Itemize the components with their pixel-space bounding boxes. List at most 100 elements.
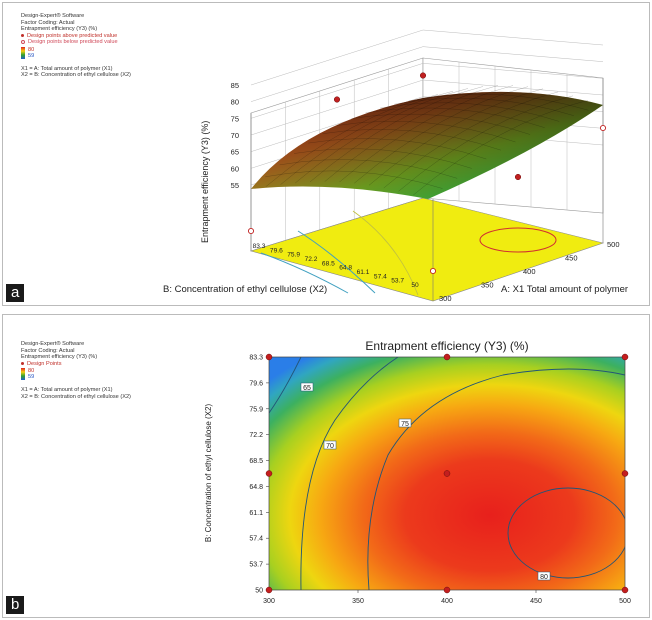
- color-scale-bar: [21, 368, 25, 381]
- y-tick-label: 72.2: [305, 256, 318, 263]
- y-tick-label: 75.9: [249, 406, 263, 413]
- contour-labels: 65 70 75 80: [300, 382, 551, 581]
- y-tick-label: 83.3: [253, 243, 266, 250]
- contour-label-75: 75: [401, 421, 409, 428]
- y-tick-label: 72.2: [249, 432, 263, 439]
- z-tick-label: 75: [231, 114, 239, 123]
- dot-icon: [21, 33, 24, 37]
- grid-line: [422, 29, 604, 46]
- mesh-line: [351, 113, 531, 135]
- floor-contour-75: [352, 210, 419, 296]
- mesh-line: [336, 121, 516, 143]
- y-tick-label: 61.1: [249, 510, 263, 517]
- y-axis-label: B: Concentration of ethyl cellulose (X2): [163, 284, 327, 295]
- chart-title: Entrapment efficiency (Y3) (%): [365, 339, 528, 353]
- z-tick-label: 70: [231, 131, 239, 140]
- legend-below: Design points below predicted value: [21, 39, 131, 46]
- grid-line: [250, 46, 424, 102]
- y-tick-label: 50: [411, 282, 419, 289]
- y-tick-label: 68.5: [249, 458, 263, 465]
- panel-b-info: Design-Expert® Software Factor Coding: A…: [21, 341, 131, 400]
- panel-b: Design-Expert® Software Factor Coding: A…: [2, 314, 650, 618]
- contour-lines: [269, 357, 625, 590]
- contour-65: [269, 357, 302, 414]
- x1-def: X1 = A: Total amount of polymer (X1): [21, 386, 113, 393]
- scale-min: 59: [28, 52, 35, 59]
- surface-mesh: [265, 85, 589, 196]
- y-tick-label: 83.3: [249, 355, 263, 362]
- design-point: [621, 353, 629, 361]
- contour-plot: Entrapment efficiency (Y3) (%) 65 70 75 …: [204, 339, 631, 605]
- mesh-line: [354, 86, 529, 184]
- scale-max: 80: [28, 368, 35, 375]
- design-point-above: [333, 96, 341, 103]
- color-scale-bar: [21, 46, 25, 59]
- grid-line: [422, 46, 604, 62]
- x-tick-label: 400: [523, 267, 536, 276]
- x2-def: X2 = B: Concentration of ethyl cellulose…: [21, 72, 131, 79]
- mesh-line: [394, 97, 574, 116]
- legend-above: Design points above predicted value: [21, 33, 131, 40]
- contour-70: [300, 357, 399, 590]
- z-tick-label: 65: [231, 148, 239, 157]
- contour-80: [507, 487, 625, 579]
- mesh-line: [265, 170, 443, 189]
- panel-a: Design-Expert® Software Factor Coding: A…: [2, 2, 650, 306]
- design-point-below: [429, 267, 437, 275]
- design-points: [265, 353, 629, 594]
- mesh-line: [295, 88, 469, 184]
- y-tick-label: 61.1: [357, 269, 370, 276]
- design-point: [443, 470, 451, 477]
- design-point: [621, 586, 629, 594]
- coding-label: Factor Coding: Actual: [21, 347, 75, 354]
- mesh-line: [322, 129, 501, 151]
- z-tick-label: 85: [231, 81, 239, 90]
- x-tick-label: 500: [619, 598, 631, 605]
- y-tick-label: 75.9: [287, 252, 300, 259]
- design-point: [265, 586, 273, 594]
- panel-label-b: b: [6, 596, 25, 614]
- mesh-line: [324, 85, 499, 182]
- y-axis-ticks: 83.3 79.6 75.9 72.2 68.5 64.8 61.1 57.4 53.7 50: [253, 243, 419, 289]
- x-tick-label: 350: [352, 598, 364, 605]
- mesh-line: [265, 94, 439, 187]
- y-tick-label: 79.6: [270, 247, 283, 254]
- mesh-line: [308, 138, 487, 160]
- y-axis-ticks: 83.3 79.6 75.9 72.2 68.5 64.8 61.1 57.4 53.7 50: [249, 355, 269, 595]
- design-point: [265, 470, 273, 477]
- y-tick-label: 68.5: [322, 260, 335, 267]
- x-tick-label: 500: [607, 240, 620, 249]
- x-axis-label: A: X1 Total amount of polymer: [501, 284, 628, 295]
- design-point: [443, 353, 451, 361]
- design-point-above: [514, 173, 522, 181]
- contour-75: [367, 368, 625, 590]
- dot-icon: [21, 361, 24, 365]
- response-label: Entrapment efficiency (Y3) (%): [21, 26, 98, 33]
- z-axis-ticks: 55 60 65 70 75 80 85: [231, 81, 239, 190]
- mesh-line: [365, 107, 545, 128]
- color-scale: 80 59: [21, 368, 131, 381]
- panel-label-a: a: [6, 284, 25, 302]
- x-tick-label: 450: [530, 598, 542, 605]
- grid-line: [250, 79, 424, 136]
- y-tick-label: 53.7: [391, 278, 404, 285]
- panel-a-info: Design-Expert® Software Factor Coding: A…: [21, 13, 131, 79]
- design-points: [247, 72, 607, 275]
- x-axis-ticks: 300 350 400 450 500: [439, 240, 620, 303]
- legend-design-points: Design Points: [21, 361, 131, 368]
- grid-line: [422, 79, 604, 96]
- mesh-line: [339, 85, 514, 183]
- mesh-line: [309, 86, 484, 183]
- contour-label-65: 65: [303, 385, 311, 392]
- z-tick-label: 55: [231, 181, 239, 190]
- y-tick-label: 79.6: [249, 380, 263, 387]
- x2-def: X2 = B: Concentration of ethyl cellulose…: [21, 393, 131, 400]
- y-tick-label: 53.7: [249, 562, 263, 569]
- design-point-below: [599, 124, 607, 132]
- x-tick-label: 300: [439, 294, 452, 303]
- y-tick-label: 57.4: [249, 536, 263, 543]
- mesh-line: [413, 100, 589, 196]
- scale-min: 59: [28, 374, 35, 381]
- floor-contour-70: [297, 230, 376, 294]
- grid-line: [250, 29, 424, 86]
